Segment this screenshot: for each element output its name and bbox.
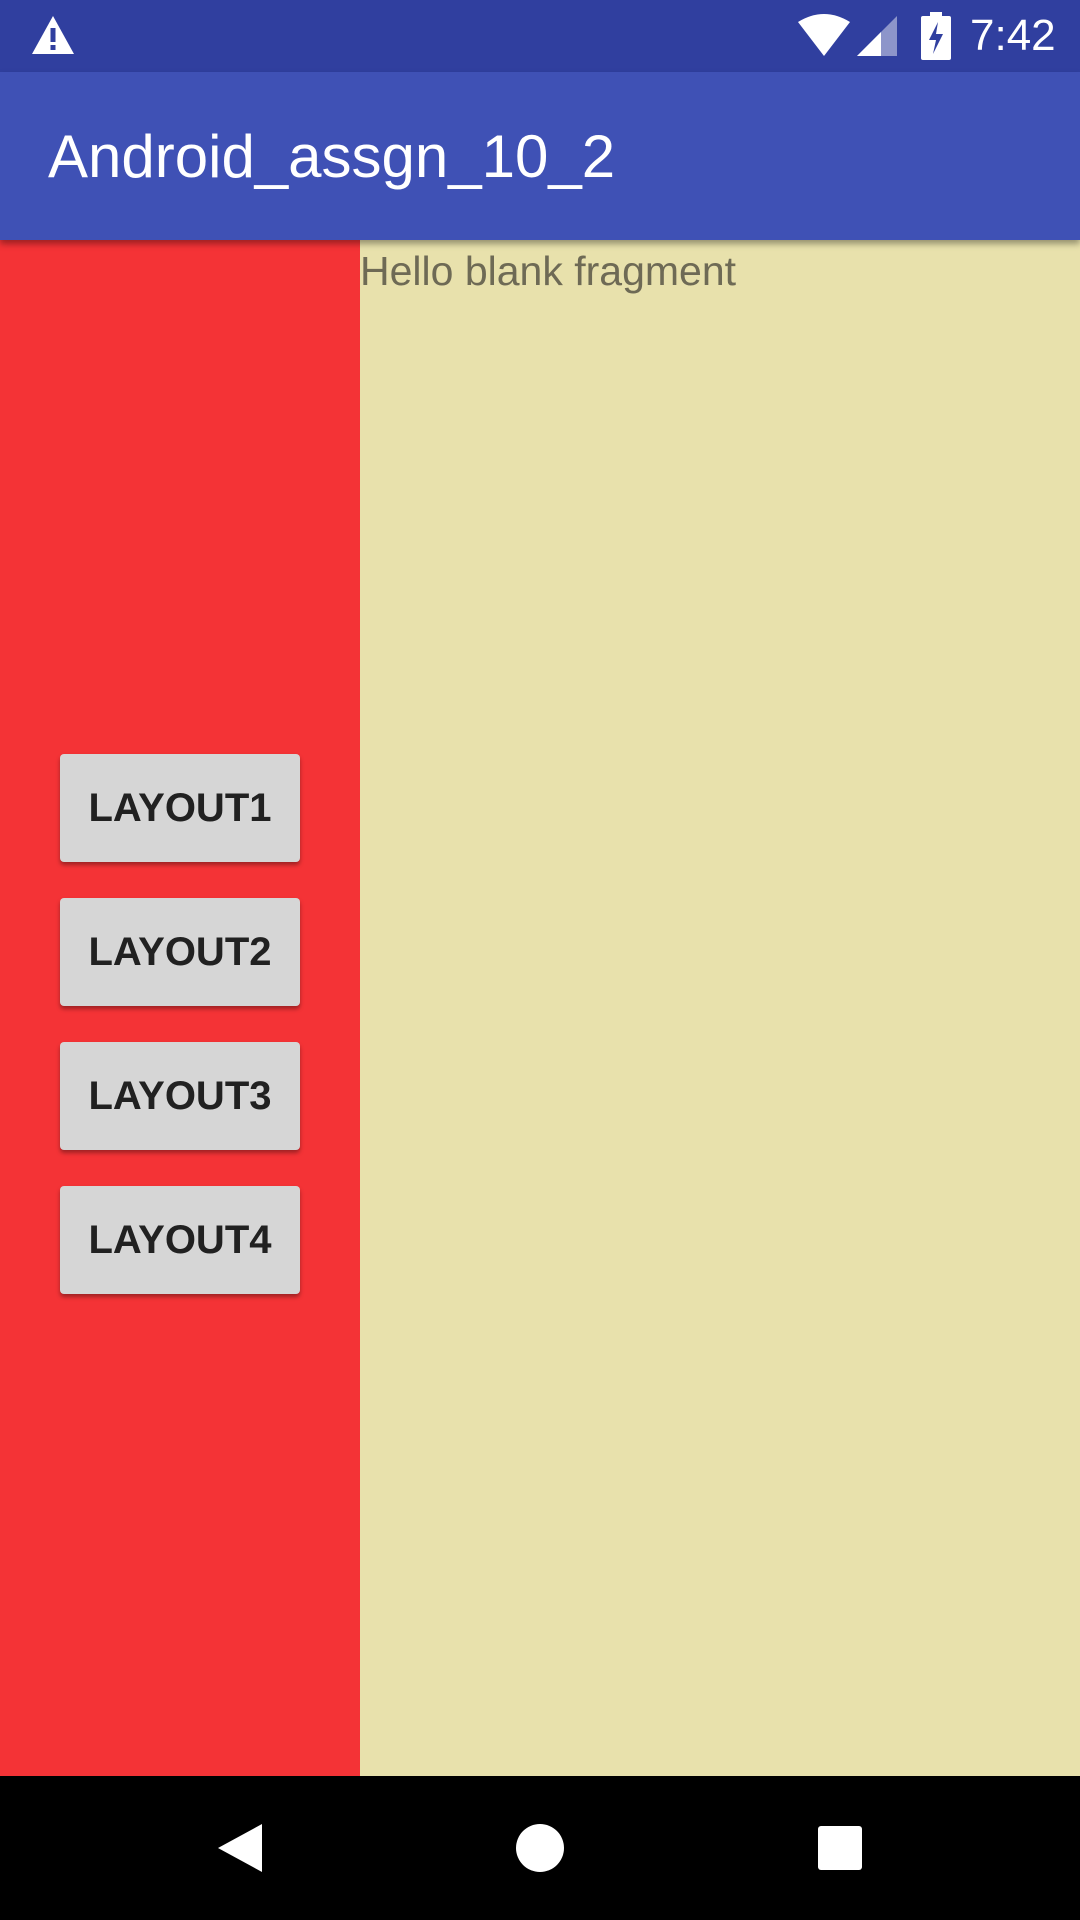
home-icon[interactable] xyxy=(512,1820,568,1876)
app-title: Android_assgn_10_2 xyxy=(48,123,616,190)
app-bar: Android_assgn_10_2 xyxy=(0,72,1080,240)
battery-charging-icon xyxy=(921,12,951,60)
recents-icon[interactable] xyxy=(812,1820,868,1876)
left-fragment-pane: LAYOUT1 LAYOUT2 LAYOUT3 LAYOUT4 xyxy=(0,240,360,1776)
signal-icon xyxy=(857,16,897,56)
status-clock: 7:42 xyxy=(970,11,1056,60)
layout1-button[interactable]: LAYOUT1 xyxy=(60,754,300,862)
layout2-button[interactable]: LAYOUT2 xyxy=(60,898,300,1006)
layout4-button[interactable]: LAYOUT4 xyxy=(60,1186,300,1294)
wifi-icon xyxy=(798,14,850,56)
back-icon[interactable] xyxy=(212,1820,268,1876)
status-bar: 7:42 xyxy=(0,0,1080,72)
layout3-button[interactable]: LAYOUT3 xyxy=(60,1042,300,1150)
fragment-text: Hello blank fragment xyxy=(360,248,737,294)
right-fragment-pane: Hello blank fragment xyxy=(360,240,1080,1776)
warning-icon xyxy=(32,16,74,54)
navigation-bar xyxy=(0,1776,1080,1920)
